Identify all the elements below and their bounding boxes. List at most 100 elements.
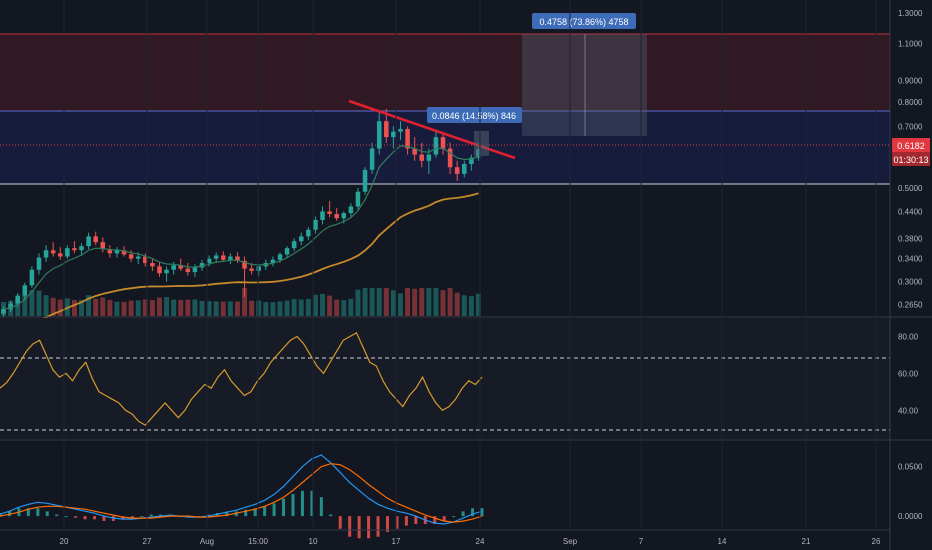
volume-bar (305, 298, 311, 316)
candle-body (192, 267, 198, 273)
volume-bar (185, 299, 191, 316)
candle-body (313, 219, 318, 230)
candle-body (15, 295, 20, 304)
measure-label-large-text: 0.4758 (73.86%) 4758 (539, 17, 628, 27)
rsi-axis[interactable]: 80.00 60.00 40.00 (898, 332, 919, 415)
macd-histogram-bar (291, 493, 295, 517)
time-tick-label: 7 (639, 537, 644, 546)
candle-body (405, 128, 410, 149)
volume-bar (376, 288, 382, 316)
candles[interactable] (1, 108, 481, 317)
candle-body (86, 236, 91, 247)
volume-bar (475, 293, 481, 316)
resistance-zone (0, 34, 890, 111)
macd-line (0, 454, 483, 525)
candle-body (235, 256, 240, 261)
candle-body (320, 211, 325, 220)
volume-bar (71, 300, 77, 316)
macd-histogram-bar (93, 516, 97, 520)
macd-histogram-bar (433, 516, 437, 525)
candle-body (334, 213, 339, 219)
volume-bar (121, 301, 127, 316)
candle-body (114, 250, 120, 254)
volume-bar (341, 300, 347, 316)
macd-histogram-bar (452, 516, 456, 518)
volume-bar (43, 295, 49, 316)
candle-body (447, 148, 453, 168)
candle-body (433, 137, 439, 155)
macd-axis[interactable]: 0.0500 0.0000 (898, 463, 923, 521)
price-tick-label: 0.7000 (898, 122, 923, 131)
measure-box-small[interactable] (474, 131, 489, 156)
candle-body (199, 263, 205, 268)
price-tick-label: 1.3000 (898, 9, 923, 18)
macd-pane[interactable] (0, 454, 484, 539)
rsi-tick-label: 40.00 (898, 406, 919, 415)
measure-label-large (532, 13, 636, 29)
volume-bar (164, 297, 170, 316)
candle-body (213, 255, 219, 259)
time-tick-label: 20 (60, 537, 69, 546)
candle-body (284, 248, 290, 255)
countdown-tag (892, 152, 930, 166)
volume-bar (419, 288, 425, 316)
time-axis[interactable]: 20 27 Aug 15:00 10 17 24 Sep 7 14 21 26 (60, 0, 881, 546)
candle-body (57, 253, 63, 257)
volume-bar (447, 288, 453, 316)
macd-histogram-bar (395, 516, 399, 529)
price-axis[interactable]: 1.30001.10000.90000.80000.70000.60000.50… (898, 9, 923, 309)
volume-bar (242, 288, 248, 316)
candle-body (256, 266, 261, 271)
rsi-tick-label: 80.00 (898, 332, 919, 341)
volume-bar (86, 295, 92, 316)
macd-histogram-bar (385, 516, 389, 532)
macd-histogram-bar (338, 516, 342, 529)
measure-label-small (427, 107, 522, 123)
price-tick-label: 0.4400 (898, 207, 923, 216)
volume-bar (178, 299, 184, 316)
volume-bar (284, 300, 290, 316)
price-tick-label: 1.1000 (898, 40, 923, 49)
candle-body (362, 169, 368, 192)
macd-histogram-bar (319, 497, 323, 517)
volume-bar (412, 288, 418, 316)
volume-bar (36, 290, 42, 316)
countdown-tag-text: 01:30:13 (893, 155, 928, 165)
volume-bar (405, 288, 411, 316)
rsi-pane[interactable] (0, 318, 890, 439)
ma-long-line (3, 192, 479, 333)
last-price-tag (892, 138, 930, 152)
volume-bar (192, 299, 198, 316)
volume-bar (433, 288, 439, 316)
time-tick-label: 14 (718, 537, 727, 546)
price-tick-label: 0.3800 (898, 234, 923, 243)
volume-bar (327, 295, 333, 316)
macd-histogram-bar (442, 516, 446, 521)
time-tick-label: Aug (200, 537, 214, 546)
volume-bar (298, 299, 304, 316)
volume-bar (398, 293, 403, 316)
macd-histogram-bar (64, 516, 68, 518)
volume-bar (362, 288, 368, 316)
volume-bar (199, 300, 205, 316)
candle-body (29, 269, 35, 286)
candle-body (157, 266, 162, 274)
volume-bar (263, 302, 269, 316)
macd-histogram-bar (348, 516, 352, 537)
candle-body (355, 191, 361, 207)
macd-histogram-bar (414, 516, 418, 525)
time-tick-label: 21 (802, 537, 811, 546)
ema-fast-line (3, 145, 479, 310)
macd-histogram-bar (149, 514, 153, 517)
time-tick-label: 27 (143, 537, 152, 546)
candle-body (36, 257, 42, 270)
volume-bar (135, 300, 141, 316)
volume-bar (369, 288, 375, 316)
time-tick-label: Sep (563, 537, 578, 546)
macd-histogram-bar (83, 516, 87, 520)
macd-histogram-bar (26, 508, 30, 517)
macd-histogram-bar (140, 516, 144, 518)
price-pane[interactable]: 0.4758 (73.86%) 4758 0.0846 (14.58%) 846 (0, 13, 890, 333)
macd-histogram-bar (253, 508, 257, 517)
